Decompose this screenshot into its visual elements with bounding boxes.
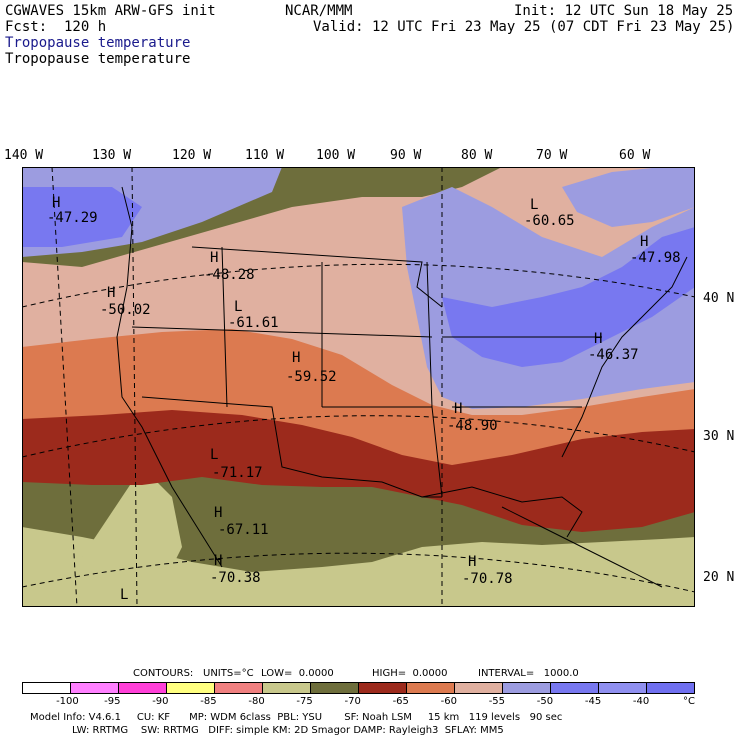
colorbar-segment (407, 683, 455, 693)
band-tan (22, 527, 695, 607)
extremum-type: L (210, 447, 218, 463)
lat-label: 40 N (703, 291, 735, 306)
lat-label: 30 N (703, 429, 735, 444)
extremum-value: -70.38 (210, 570, 261, 586)
extremum-value: -47.29 (47, 210, 98, 226)
band-tan-west (22, 467, 182, 607)
extremum-type: H (594, 331, 602, 347)
colorbar-segment (503, 683, 551, 693)
extremum-type: H (210, 250, 218, 266)
extremum-value: -60.65 (524, 213, 575, 229)
colorbar-label: -55 (488, 696, 506, 707)
colorbar-segment (455, 683, 503, 693)
extremum-value: -48.90 (447, 418, 498, 434)
colorbar-label: -75 (296, 696, 313, 707)
colorbar-label: °C (683, 696, 695, 707)
forecast-hour: Fcst: 120 h (5, 19, 107, 35)
lon-label: 120 W (172, 148, 212, 163)
extremum-type: H (214, 553, 222, 569)
extremum-type: H (640, 234, 648, 250)
extremum-type: H (52, 195, 60, 211)
extremum-type: H (107, 285, 115, 301)
band-dark-red (22, 407, 695, 532)
lon-label: 110 W (245, 148, 285, 163)
extremum-type: L (234, 299, 242, 315)
colorbar-segment (311, 683, 359, 693)
field-title-shaded: Tropopause temperature (5, 35, 191, 51)
colorbar-segment (551, 683, 599, 693)
valid-time: Valid: 12 UTC Fri 23 May 25 (07 CDT Fri … (313, 19, 735, 35)
colorbar-segment (23, 683, 71, 693)
colorbar-label: -65 (392, 696, 409, 707)
extremum-type: L (530, 197, 538, 213)
colorbar-segment (359, 683, 407, 693)
colorbar-segment (215, 683, 263, 693)
extremum-type: L (120, 587, 128, 603)
model-info-line1: Model Info: V4.6.1 CU: KF MP: WDM 6class… (30, 712, 563, 723)
band-orange (22, 325, 695, 465)
init-time: Init: 12 UTC Sun 18 May 25 (514, 3, 734, 19)
colorbar-label: -100 (56, 696, 79, 707)
colorbar-segment (647, 683, 694, 693)
colorbar-label: -95 (104, 696, 121, 707)
band-lavender-nne (562, 167, 695, 227)
colorbar-segment (599, 683, 647, 693)
tropopause-temperature-map: H -47.29 H -48.28 H -50.02 L -61.61 H -5… (22, 167, 695, 607)
colorbar-label: -60 (440, 696, 457, 707)
lon-label: 90 W (390, 148, 422, 163)
center-name: NCAR/MMM (285, 3, 353, 19)
lon-label: 140 W (4, 148, 44, 163)
extremum-type: -48.28 (204, 267, 255, 283)
band-blue-ne (442, 227, 695, 367)
colorbar-segment (263, 683, 311, 693)
contours-low: LOW= 0.0000 (261, 668, 334, 679)
colorbar (22, 682, 695, 694)
colorbar-label: -80 (248, 696, 265, 707)
extremum-type: H (214, 505, 222, 521)
extremum-value: -67.11 (218, 522, 269, 538)
field-title-contour: Tropopause temperature (5, 51, 191, 67)
contours-high: HIGH= 0.0000 (372, 668, 448, 679)
boundaries (22, 167, 695, 607)
colorbar-segment (71, 683, 119, 693)
lon-label: 60 W (619, 148, 651, 163)
lon-label: 100 W (316, 148, 356, 163)
extremum-type: H (468, 554, 476, 570)
model-info-line2: LW: RRTMG SW: RRTMG DIFF: simple KM: 2D … (72, 725, 504, 736)
extremum-value: -46.37 (588, 347, 639, 363)
colorbar-label: -70 (344, 696, 361, 707)
contours-interval: INTERVAL= 1000.0 (478, 668, 579, 679)
contours-units: UNITS=°C (203, 668, 254, 679)
extremum-value: -50.02 (100, 302, 151, 318)
colorbar-label: -45 (584, 696, 602, 707)
lon-label: 80 W (461, 148, 493, 163)
extremum-value: -71.17 (212, 465, 263, 481)
contours-label: CONTOURS: (133, 668, 194, 679)
extremum-type: H (292, 350, 300, 366)
extremum-type: H (454, 401, 462, 417)
lon-label: 70 W (536, 148, 568, 163)
extremum-value: -59.52 (286, 369, 337, 385)
band-blue-nw (22, 187, 142, 247)
lon-label: 130 W (92, 148, 132, 163)
extremum-value: -70.78 (462, 571, 513, 587)
colorbar-segment (167, 683, 215, 693)
colorbar-label: -90 (152, 696, 169, 707)
model-title: CGWAVES 15km ARW-GFS init (5, 3, 216, 19)
colorbar-label: -85 (200, 696, 217, 707)
colorbar-segment (119, 683, 167, 693)
extremum-value: -61.61 (228, 315, 279, 331)
colorbar-label: -40 (632, 696, 650, 707)
colorbar-label: -50 (536, 696, 554, 707)
lat-label: 20 N (703, 570, 735, 585)
extremum-value: -47.98 (630, 250, 681, 266)
